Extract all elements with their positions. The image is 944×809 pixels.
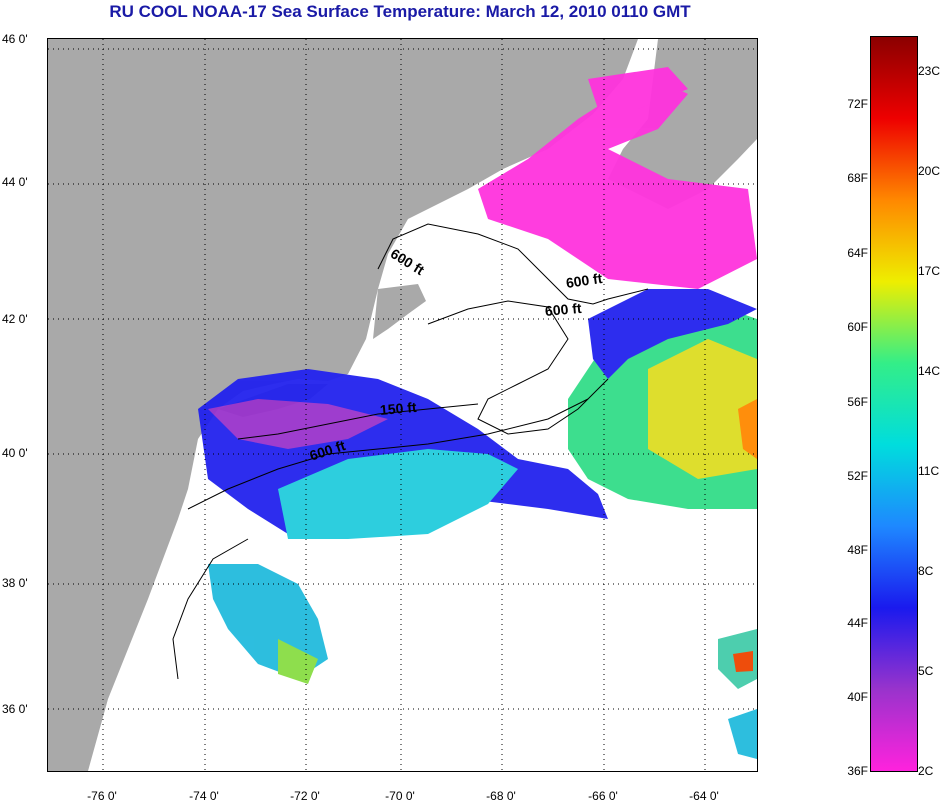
cbar-label-72f: 72F (847, 97, 868, 111)
sst-patches (198, 67, 757, 759)
contour-label-150ft: 150 ft (379, 398, 418, 418)
contour-georges-bank (427, 300, 609, 435)
cbar-label-20c: 20C (918, 164, 941, 178)
sst-map[interactable] (47, 38, 758, 772)
lon-label-74: -74 0' (189, 789, 219, 803)
land-north-america (48, 39, 638, 771)
lat-label-44: 44 0' (2, 175, 28, 189)
lon-label-72: -72 0' (290, 789, 320, 803)
lat-label-46: 46 0' (2, 32, 28, 46)
lon-label-68: -68 0' (486, 789, 516, 803)
cbar-label-17c: 17C (918, 264, 941, 278)
cbar-label-48f: 48F (847, 543, 868, 557)
cbar-label-5c: 5C (918, 664, 934, 678)
lon-label-64: -64 0' (689, 789, 719, 803)
lat-label-36: 36 0' (2, 702, 28, 716)
cbar-label-14c: 14C (918, 364, 941, 378)
sst-bay-of-fundy (588, 67, 688, 109)
graticule (48, 39, 757, 771)
lon-label-66: -66 0' (588, 789, 618, 803)
cbar-label-8c: 8C (918, 564, 934, 578)
sst-shelf-purple (208, 399, 388, 449)
cbar-label-11c: 11C (918, 464, 940, 478)
contour-offshore (172, 538, 249, 680)
cbar-label-56f: 56F (847, 395, 868, 409)
sst-offshore-green (278, 639, 318, 684)
sst-northern-magenta (478, 74, 757, 289)
cbar-label-36f: 36F (847, 764, 868, 778)
map-title: RU COOL NOAA-17 Sea Surface Temperature:… (109, 2, 691, 21)
sst-gulf-stream-orange (738, 399, 757, 459)
cbar-label-40f: 40F (847, 690, 868, 704)
contour-150ft-shelf (237, 403, 479, 440)
temperature-color-bar (870, 36, 918, 772)
cbar-label-52f: 52F (847, 469, 868, 483)
lat-label-40: 40 0' (2, 446, 28, 460)
contour-600ft-gulf-of-maine (377, 223, 649, 305)
lat-label-38: 38 0' (2, 576, 28, 590)
sst-se-orange (733, 651, 753, 672)
bathymetry-contours (172, 223, 649, 680)
contour-600ft-shelf-edge (187, 398, 589, 510)
cbar-label-64f: 64F (847, 246, 868, 260)
lon-label-76: -76 0' (87, 789, 117, 803)
land-cape-cod (373, 284, 426, 339)
contour-label-georges-bank: 600 ft (544, 299, 583, 319)
sst-slope-cyan (278, 449, 518, 539)
lon-label-70: -70 0' (385, 789, 415, 803)
sst-slope-blue (588, 289, 757, 379)
sst-gulf-stream-yellow (648, 339, 757, 479)
land-nova-scotia (608, 39, 757, 209)
lat-label-42: 42 0' (2, 312, 28, 326)
cbar-label-44f: 44F (847, 616, 868, 630)
sst-sw-small (728, 709, 757, 759)
cbar-label-68f: 68F (847, 171, 868, 185)
cbar-label-2c: 2C (918, 764, 934, 778)
cbar-label-23c: 23C (918, 64, 941, 78)
sst-map-canvas (48, 39, 757, 771)
cbar-label-60f: 60F (847, 320, 868, 334)
